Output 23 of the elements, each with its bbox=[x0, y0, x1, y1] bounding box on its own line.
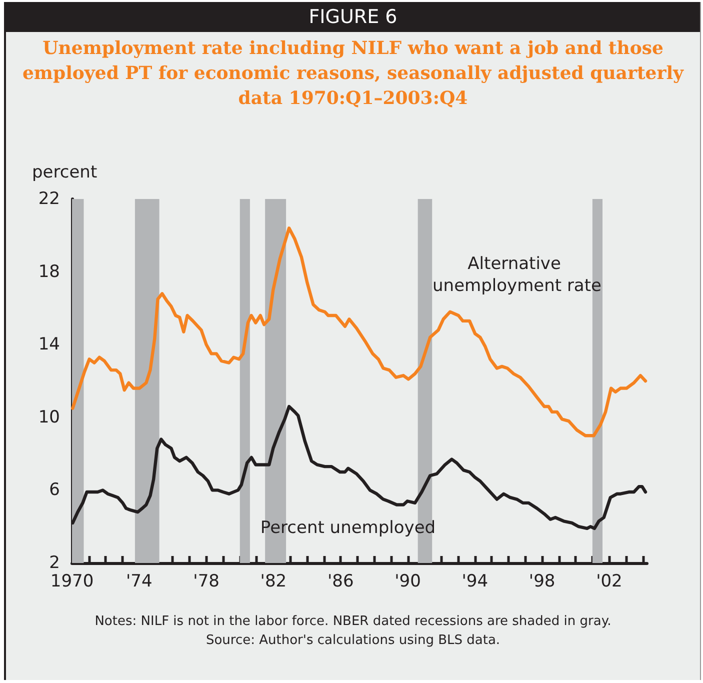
x-tick-label: '94 bbox=[462, 572, 488, 592]
y-tick-label: 18 bbox=[38, 262, 60, 282]
chart-title: FIGURE 6 bbox=[6, 2, 700, 32]
x-tick-label: '78 bbox=[193, 572, 220, 592]
chart-subtitle: Unemployment rate including NILF who want a job and those employed PT for economic reasons, seasonally adjusted quarterly data 1970:Q1–2003:Q4 bbox=[21, 37, 685, 111]
x-tick-label: 1970 bbox=[50, 572, 94, 592]
x-tick-label: '02 bbox=[596, 572, 622, 592]
series-label: Alternative unemployment rate bbox=[432, 254, 602, 296]
x-tick-label: '90 bbox=[394, 572, 421, 592]
line-series bbox=[71, 226, 648, 438]
x-tick-label: '82 bbox=[260, 572, 287, 592]
y-tick-label: 2 bbox=[49, 553, 60, 573]
y-tick-label: 14 bbox=[38, 334, 60, 355]
y-tick-label: 10 bbox=[38, 407, 60, 428]
y-tick-label: 6 bbox=[49, 480, 60, 500]
x-tick-label: '98 bbox=[528, 572, 556, 592]
x-tick-label: '74 bbox=[126, 572, 152, 592]
series-label: Percent unemployed bbox=[260, 518, 436, 538]
y-axis-title: percent bbox=[32, 162, 98, 182]
y-tick-label: 22 bbox=[38, 189, 60, 209]
source-note: Source: Author's calculations using BLS data. bbox=[204, 632, 502, 650]
text: Notes: NILF is not in the labor force. NBER dated recessions are shaded in gray. bbox=[94, 613, 612, 631]
x-tick-label: '86 bbox=[327, 572, 354, 592]
